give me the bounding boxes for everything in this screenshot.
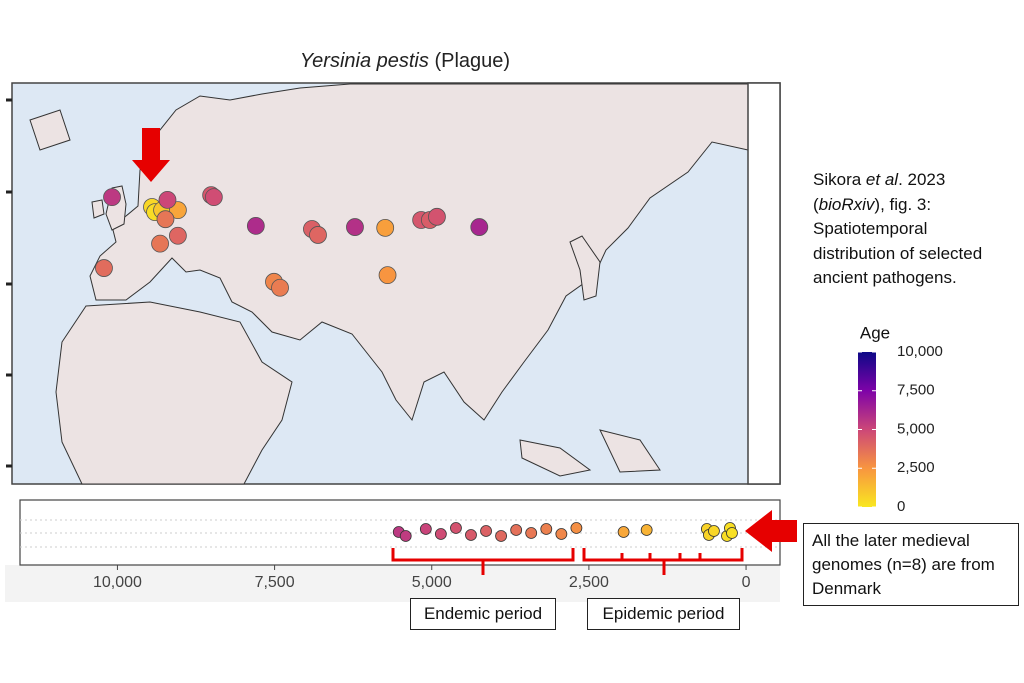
map-point <box>376 218 395 237</box>
map-point <box>156 210 175 229</box>
map-point <box>95 259 113 277</box>
endemic-label: Endemic period <box>410 598 556 630</box>
caption-text: et al <box>865 170 899 189</box>
colorbar <box>858 352 876 507</box>
timeline-point <box>525 527 538 539</box>
land <box>29 83 749 485</box>
caption-text: ), fig. 3: Spatiotemporal distribution o… <box>813 194 983 288</box>
caption-text: Sikora <box>813 170 866 189</box>
legend-tick-label: 10,000 <box>897 343 943 360</box>
legend-tick-label: 5,000 <box>897 420 935 437</box>
legend-tick-label: 2,500 <box>897 459 935 476</box>
x-tick-label: 0 <box>742 574 751 591</box>
x-tick-label: 7,500 <box>255 574 295 591</box>
arrow-denmark <box>132 128 170 182</box>
period-brackets <box>391 548 744 575</box>
x-tick-label: 10,000 <box>93 574 142 591</box>
timeline-point <box>434 528 447 540</box>
map-margin <box>747 82 781 485</box>
timeline-point <box>570 522 583 534</box>
map-axis-ticks <box>6 98 12 468</box>
arrow-timeline <box>745 510 797 552</box>
caption-text: . 2023 ( <box>813 170 946 214</box>
map-point <box>168 226 187 245</box>
legend-title: Age <box>860 323 890 342</box>
axis-band <box>5 565 780 602</box>
denmark-note: All the later medieval genomes (n=8) are… <box>803 523 1019 606</box>
timeline-point <box>419 523 432 535</box>
map-point <box>428 207 446 226</box>
chart-title: Yersinia pestis (Plague) <box>300 50 510 72</box>
timeline-point <box>726 527 738 539</box>
map-point <box>158 190 177 209</box>
timeline-point <box>450 522 462 534</box>
timeline-point <box>510 524 523 536</box>
x-tick-label: 5,000 <box>412 574 452 591</box>
timeline-point <box>617 526 630 538</box>
timeline-point <box>640 524 653 536</box>
x-tick-label: 2,500 <box>569 574 609 591</box>
map-point <box>246 216 265 235</box>
timeline-point <box>399 530 412 542</box>
legend-tick-label: 7,500 <box>897 382 935 399</box>
caption: Sikora et al. 2023 (bioRxiv), fig. 3: Sp… <box>813 168 988 291</box>
epidemic-label: Epidemic period <box>587 598 740 630</box>
timeline-point <box>465 529 477 541</box>
map <box>6 82 781 485</box>
timeline-point <box>480 525 492 537</box>
legend-tick-label: 0 <box>897 498 905 515</box>
map-point <box>151 234 169 253</box>
timeline-point <box>708 525 720 537</box>
map-point <box>271 278 289 297</box>
map-point <box>309 226 327 244</box>
timeline-point <box>495 530 507 542</box>
caption-text: bioRxiv <box>818 194 875 214</box>
map-point <box>470 218 489 236</box>
map-point <box>346 218 364 236</box>
timeline-point <box>540 523 553 535</box>
map-point <box>204 188 223 207</box>
map-point <box>103 188 121 207</box>
map-point <box>378 266 397 285</box>
timeline-point <box>555 528 568 540</box>
